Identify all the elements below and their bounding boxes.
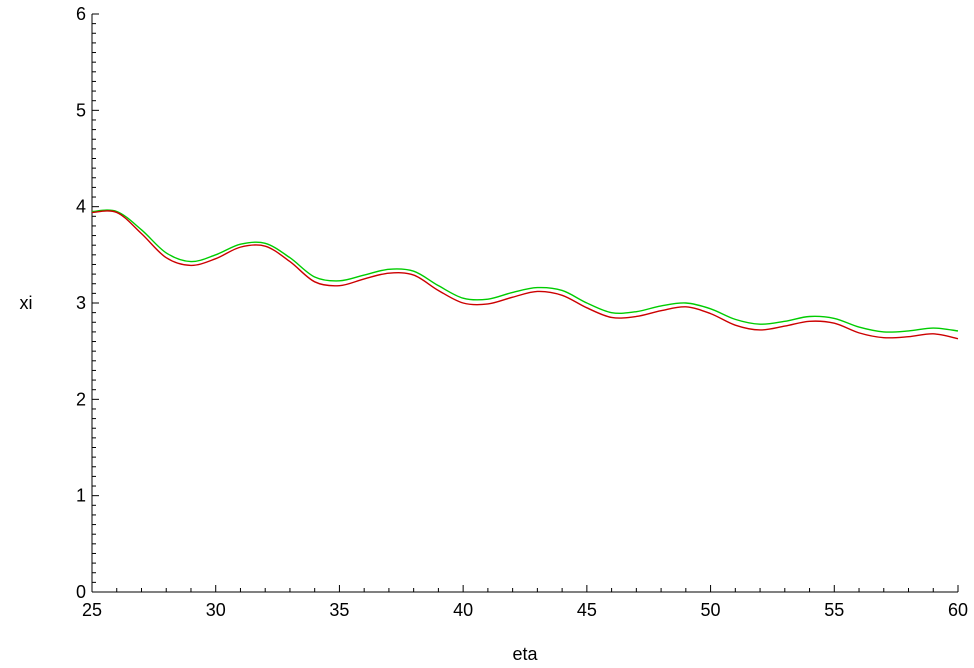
series-line-2 — [91, 210, 959, 340]
axes — [91, 14, 958, 593]
y-tick-label: 4 — [76, 197, 86, 217]
y-tick-label: 5 — [76, 100, 86, 120]
x-tick-label: 25 — [82, 600, 102, 620]
x-tick-label: 45 — [577, 600, 597, 620]
y-tick-label: 0 — [76, 582, 86, 602]
x-tick-label: 35 — [329, 600, 349, 620]
y-tick-label: 1 — [76, 486, 86, 506]
series-line-1 — [91, 209, 959, 333]
x-tick-label: 30 — [206, 600, 226, 620]
x-tick-label: 50 — [701, 600, 721, 620]
y-axis-title: xi — [20, 293, 33, 313]
y-tick-label: 2 — [76, 389, 86, 409]
x-tick-label: 60 — [948, 600, 968, 620]
x-tick-label: 55 — [824, 600, 844, 620]
axis-titles: eta xi — [20, 293, 539, 664]
y-tick-label: 3 — [76, 293, 86, 313]
x-axis-title: eta — [512, 644, 538, 664]
x-tick-label: 40 — [453, 600, 473, 620]
series-lines — [91, 209, 959, 340]
y-tick-label: 6 — [76, 4, 86, 24]
